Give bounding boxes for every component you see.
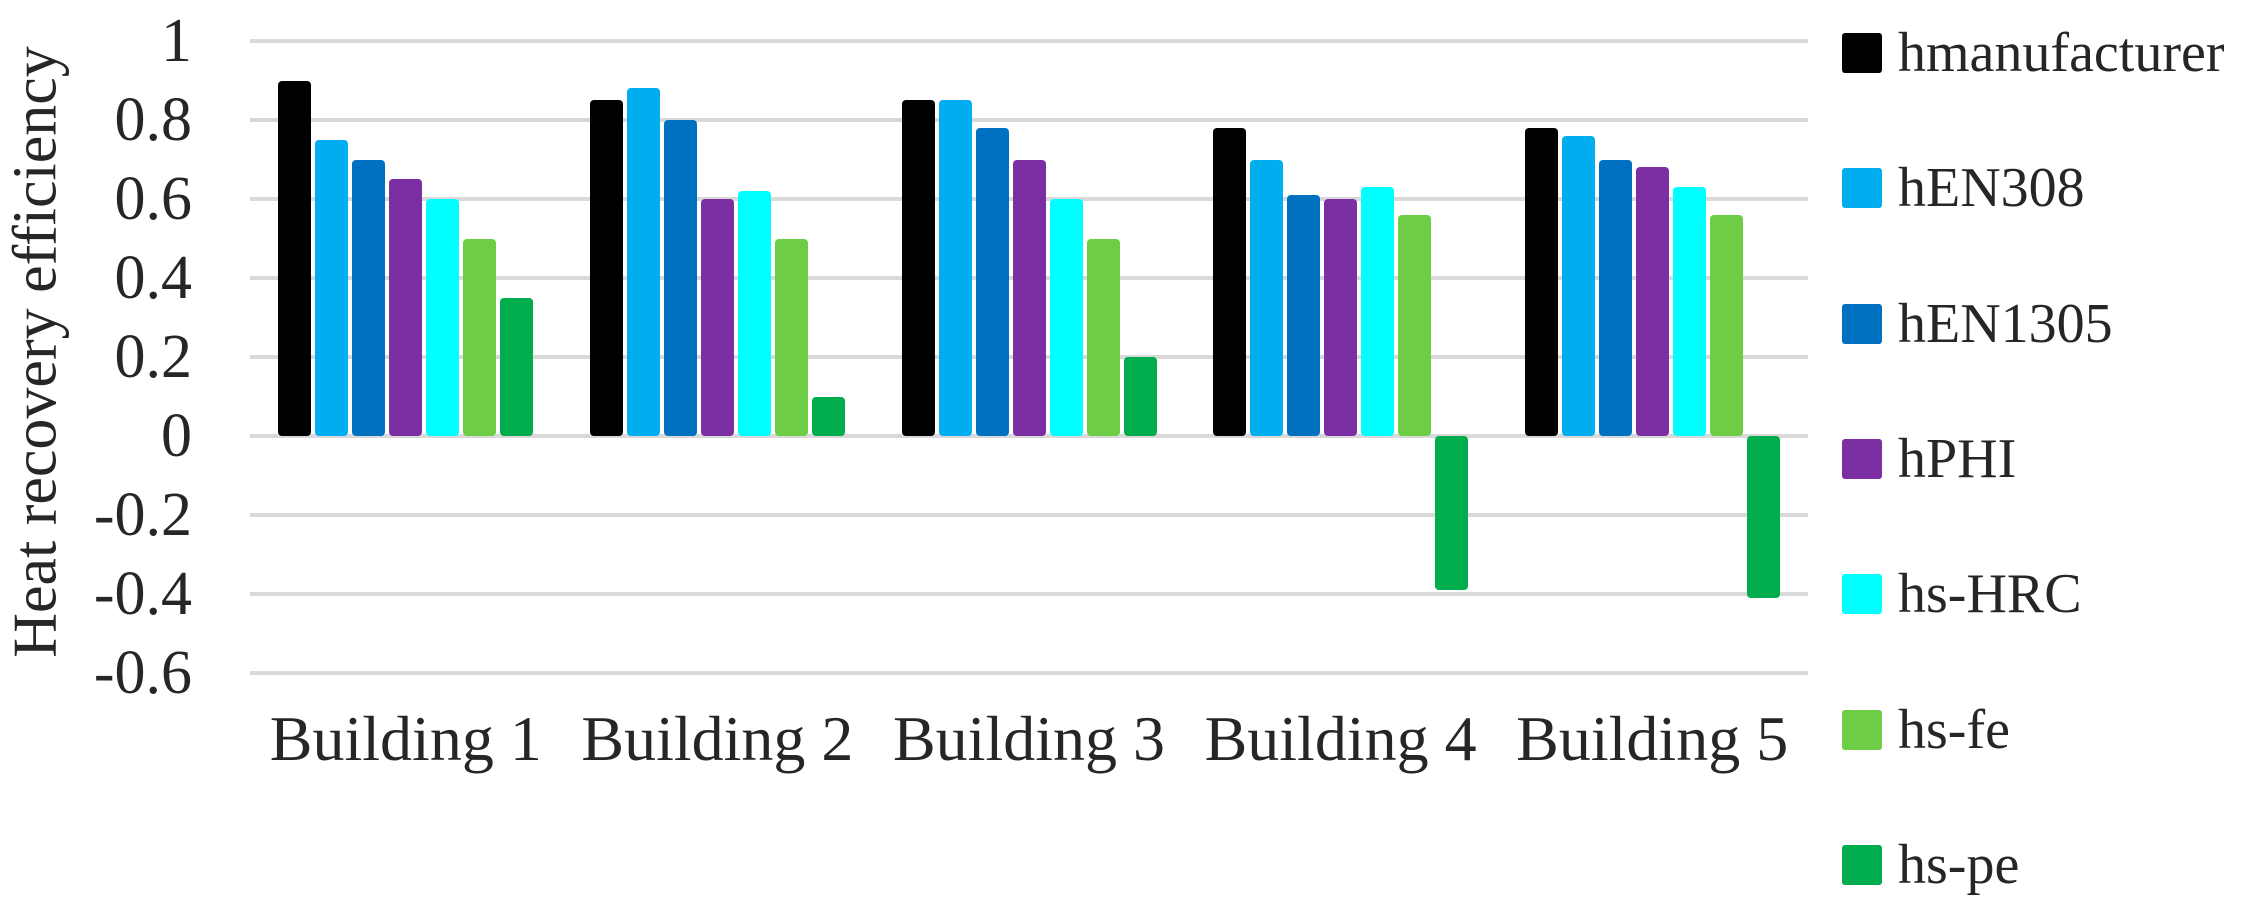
legend-item-hs-pe: hs-pe <box>1842 833 2019 897</box>
bar-hs-pe-building-2 <box>811 396 845 436</box>
bar-hPHI-building-5 <box>1635 167 1669 436</box>
bar-hEN1305-building-1 <box>352 159 386 436</box>
legend-swatch-icon <box>1842 438 1882 479</box>
bar-hPHI-building-3 <box>1012 159 1046 436</box>
bar-hEN308-building-1 <box>315 139 349 436</box>
bar-hEN1305-building-5 <box>1598 159 1632 436</box>
gridline <box>250 513 1808 517</box>
gridline <box>250 118 1808 122</box>
bar-hEN1305-building-4 <box>1287 195 1321 436</box>
bar-hmanufacturer-building-4 <box>1213 127 1247 436</box>
y-axis-tick-label: 0 <box>161 402 192 470</box>
legend-item-hmanufacturer: hmanufacturer <box>1842 21 2224 85</box>
bar-hs-fe-building-3 <box>1086 238 1120 436</box>
bar-hs-pe-building-5 <box>1746 436 1780 598</box>
legend-item-hPHI: hPHI <box>1842 427 2016 491</box>
y-axis-tick-label: -0.6 <box>93 639 192 707</box>
bar-hs-HRC-building-4 <box>1361 187 1395 436</box>
gridline <box>250 671 1808 675</box>
x-axis-label-building-2: Building 2 <box>581 703 854 774</box>
legend-item-hEN308: hEN308 <box>1842 156 2085 220</box>
legend-label: hmanufacturer <box>1898 22 2225 84</box>
bar-hEN308-building-4 <box>1250 159 1284 436</box>
bar-hs-pe-building-1 <box>500 297 534 436</box>
bar-hEN1305-building-2 <box>663 120 697 436</box>
legend-item-hs-fe: hs-fe <box>1842 698 2010 762</box>
x-axis-label-building-1: Building 1 <box>269 703 542 774</box>
bar-hs-HRC-building-2 <box>737 191 771 436</box>
gridline <box>250 434 1808 438</box>
legend-swatch-icon <box>1842 168 1882 209</box>
legend-item-hs-HRC: hs-HRC <box>1842 562 2082 626</box>
bar-hmanufacturer-building-2 <box>589 100 623 436</box>
legend-label: hs-fe <box>1898 698 2010 761</box>
x-axis-label-building-4: Building 4 <box>1204 703 1477 774</box>
y-axis-tick-label: 0.2 <box>114 323 193 391</box>
bar-hPHI-building-4 <box>1324 199 1358 436</box>
bar-hEN308-building-2 <box>626 88 660 436</box>
y-axis-tick-label: 0.6 <box>114 165 193 233</box>
legend-item-hEN1305: hEN1305 <box>1842 292 2113 356</box>
bar-hEN308-building-3 <box>938 100 972 436</box>
legend-label: hEN1305 <box>1898 292 2113 355</box>
bar-hs-fe-building-4 <box>1398 214 1432 436</box>
legend-label: hPHI <box>1898 427 2017 490</box>
bar-hs-pe-building-3 <box>1123 357 1157 436</box>
legend-swatch-icon <box>1842 33 1882 73</box>
legend-swatch-icon <box>1842 303 1882 344</box>
y-axis-tick-label: 0.4 <box>114 244 193 312</box>
bar-hs-fe-building-2 <box>774 238 808 436</box>
bar-hs-HRC-building-1 <box>426 199 460 436</box>
bar-hPHI-building-1 <box>389 179 423 436</box>
bar-hPHI-building-2 <box>700 199 734 436</box>
bar-hmanufacturer-building-5 <box>1524 127 1558 436</box>
y-axis-tick-label: -0.2 <box>93 481 192 549</box>
legend-label: hEN308 <box>1898 157 2085 220</box>
legend-swatch-icon <box>1842 574 1882 615</box>
gridline <box>250 39 1808 43</box>
bar-hEN1305-building-3 <box>975 127 1009 436</box>
bar-hs-pe-building-4 <box>1435 436 1469 591</box>
bar-hs-HRC-building-5 <box>1672 187 1706 436</box>
legend-label: hs-pe <box>1898 833 2020 896</box>
plot-area <box>250 39 1808 675</box>
bar-hmanufacturer-building-1 <box>278 80 312 436</box>
legend-swatch-icon <box>1842 709 1882 750</box>
bar-hs-fe-building-1 <box>463 238 497 436</box>
bar-hmanufacturer-building-3 <box>901 100 935 436</box>
bar-hs-HRC-building-3 <box>1049 199 1083 436</box>
legend-swatch-icon <box>1842 844 1882 885</box>
chart-legend: hmanufacturer hEN308 hEN1305 hPHI hs-HRC hs-f… <box>1842 0 2254 904</box>
y-axis-tick-label: 1 <box>161 7 192 75</box>
bar-hEN308-building-5 <box>1561 135 1595 436</box>
bar-hs-fe-building-5 <box>1709 214 1743 436</box>
legend-label: hs-HRC <box>1898 563 2082 626</box>
y-axis-tick-label: -0.4 <box>93 560 192 628</box>
gridline <box>250 592 1808 596</box>
x-axis-label-building-3: Building 3 <box>892 703 1165 774</box>
x-axis-label-building-5: Building 5 <box>1516 703 1789 774</box>
y-axis-tick-label: 0.8 <box>114 86 193 154</box>
